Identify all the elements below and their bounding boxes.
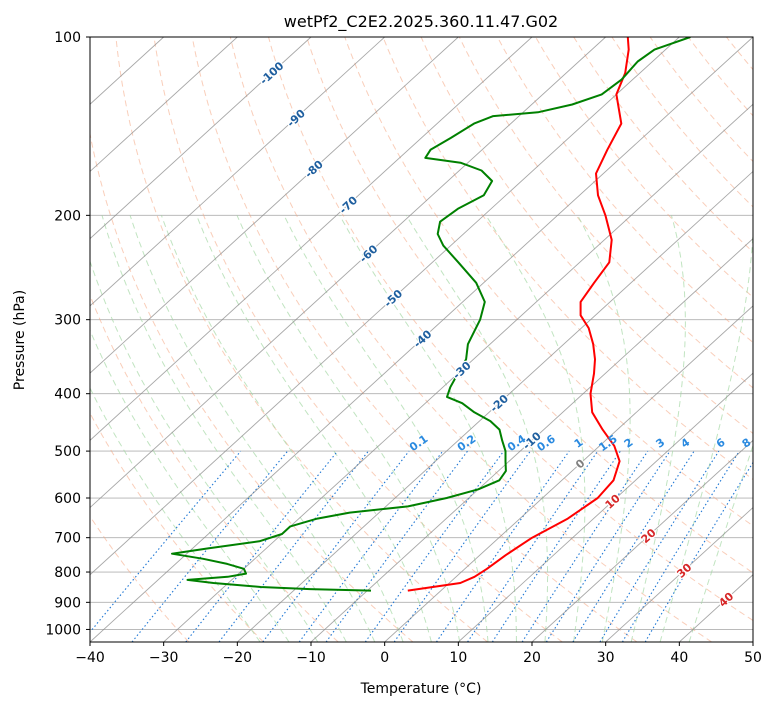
y-tick-label: 300: [54, 313, 81, 329]
y-tick-label: 800: [54, 565, 81, 581]
moist-adiabats: [90, 215, 753, 642]
dry-adiabat: [268, 37, 753, 622]
x-tick-label: −20: [223, 650, 253, 666]
plot-frame: [89, 36, 754, 643]
y-tick-label: 400: [54, 387, 81, 403]
moist-adiabat: [577, 215, 631, 642]
x-tick-label: −40: [75, 650, 105, 666]
x-tick-label: 20: [523, 650, 541, 666]
chart-title: wetPf2_C2E2.2025.360.11.47.G02: [284, 12, 558, 32]
y-axis-ticks: 100 200 300 400 500 600 700 800 900 1000: [45, 30, 90, 638]
mixing-ratio-line: [491, 450, 621, 642]
mixing-ratio-line: [90, 450, 242, 633]
moist-adiabat: [90, 259, 319, 642]
y-tick-label: 700: [54, 531, 81, 547]
isotherm-line: [163, 103, 753, 642]
dry-adiabat: [496, 37, 753, 344]
x-tick-label: 30: [597, 650, 615, 666]
moist-adiabat: [90, 387, 261, 642]
y-axis-label: Pressure (hPa): [12, 290, 28, 390]
moist-adiabat: [405, 215, 549, 642]
y-tick-label: 1000: [45, 622, 81, 638]
y-tick-label: 900: [54, 595, 81, 611]
isotherm-line: [605, 506, 753, 642]
x-axis-label: Temperature (°C): [360, 681, 482, 697]
x-axis-ticks: −40 −30 −20 −10 0 10 20 30 40 50: [75, 642, 762, 666]
mixing-ratio-line: [621, 450, 740, 642]
isotherm-line: [90, 37, 680, 576]
mixing-ratio-line: [262, 450, 410, 642]
mixing-ratio-line: [185, 450, 339, 642]
dry-adiabat: [115, 37, 488, 642]
mixing-ratio-lines: [90, 450, 753, 642]
isotherm-line: [90, 37, 753, 642]
dry-adiabat: [90, 412, 264, 642]
mixing-ratio-line: [435, 450, 570, 642]
dry-adiabat: [535, 37, 753, 298]
temperature-line: [407, 37, 630, 592]
isotherm-line: [384, 305, 753, 642]
x-tick-label: 10: [449, 650, 467, 666]
isotherm-line: [90, 37, 385, 307]
isotherm-line: [310, 238, 753, 642]
y-tick-label: 600: [54, 491, 81, 507]
dewpoint-line: [171, 37, 691, 592]
dry-adiabat: [90, 131, 414, 642]
mixing-ratio-line: [572, 450, 695, 642]
x-tick-label: 0: [380, 650, 389, 666]
dry-adiabat: [90, 515, 190, 642]
y-tick-label: 200: [54, 208, 81, 224]
mixing-ratio-line: [298, 450, 444, 642]
moist-adiabat: [236, 215, 461, 642]
x-tick-label: −10: [296, 650, 326, 666]
moist-adiabat: [339, 215, 517, 642]
mixing-ratio-line: [325, 450, 468, 642]
isotherm-line: [531, 439, 753, 642]
y-tick-label: 100: [54, 30, 81, 46]
isotherm-line: [90, 37, 312, 240]
x-tick-label: −30: [149, 650, 179, 666]
mixing-ratio-line: [545, 450, 671, 642]
moist-adiabat: [101, 215, 347, 642]
moist-adiabat: [630, 215, 686, 642]
moist-adiabat: [129, 215, 376, 642]
y-tick-label: 500: [54, 444, 81, 460]
dry-adiabat: [382, 37, 753, 481]
moist-adiabat: [485, 215, 586, 642]
isotherm-line: [90, 37, 533, 441]
isotherm-line: [90, 37, 606, 509]
mixing-ratio-line: [521, 450, 649, 642]
profile-series: [171, 37, 691, 592]
x-tick-label: 40: [670, 650, 688, 666]
moist-adiabat: [196, 215, 432, 642]
isotherms: [90, 37, 753, 642]
dry-adiabat: [306, 37, 753, 574]
x-tick-label: 50: [744, 650, 762, 666]
isotherm-line: [458, 372, 753, 642]
isotherm-line: [90, 37, 238, 173]
moist-adiabat: [160, 215, 404, 642]
mixing-ratio-line: [364, 450, 505, 642]
mixing-ratio-line: [467, 450, 599, 642]
dry-adiabat: [153, 37, 563, 642]
isotherm-line: [237, 170, 753, 642]
isotherm-line: [90, 37, 459, 374]
mixing-ratio-line: [131, 450, 289, 642]
moist-adiabat: [688, 444, 753, 642]
